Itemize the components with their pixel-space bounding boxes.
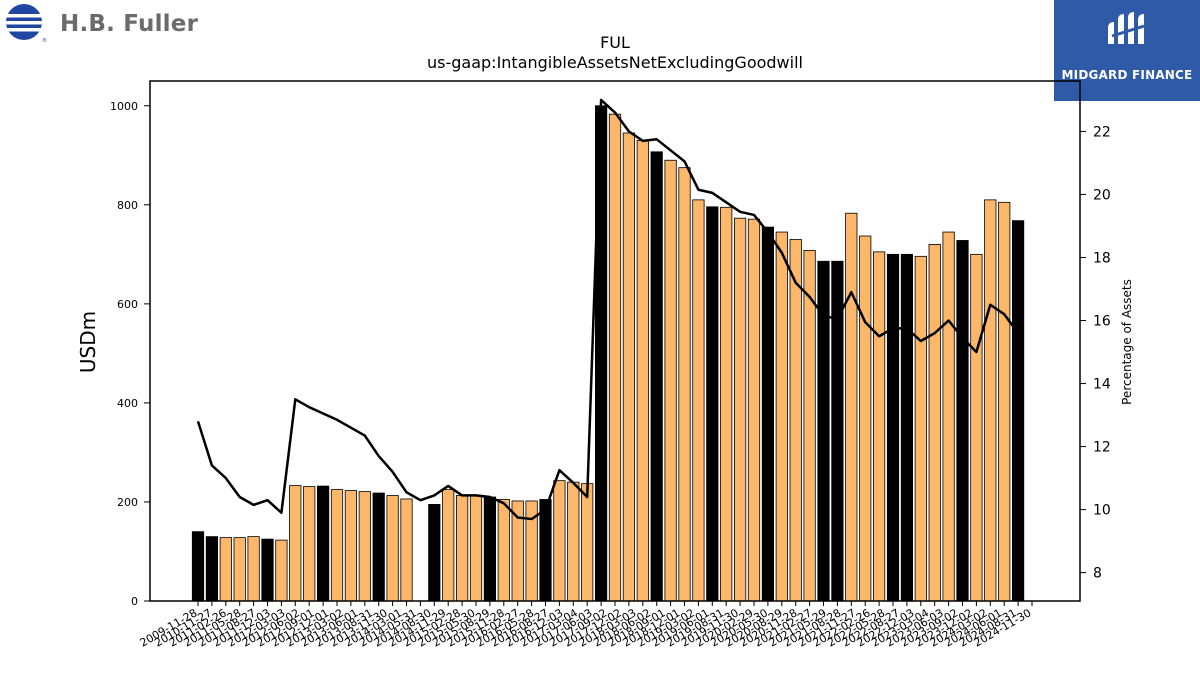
- y2-tick-label: 10: [1093, 503, 1111, 519]
- y2-axis-label: Percentage of Assets: [1120, 279, 1134, 405]
- bar: [608, 113, 622, 602]
- percentage-line: [196, 98, 1020, 521]
- bar: [372, 492, 385, 602]
- bar: [1012, 220, 1025, 602]
- y2-tick-label: 18: [1093, 250, 1111, 266]
- hb-fuller-logo: ® H.B. Fuller: [4, 4, 198, 44]
- bar: [886, 253, 900, 602]
- bar: [191, 531, 205, 602]
- bar: [942, 231, 955, 602]
- bar: [581, 483, 594, 602]
- y-tick-label: 1000: [110, 100, 138, 113]
- bar: [998, 201, 1011, 602]
- bar: [678, 167, 691, 602]
- y-axis-label: USDm: [76, 311, 100, 373]
- bar: [928, 244, 941, 602]
- bar: [984, 199, 997, 602]
- bar: [720, 206, 733, 602]
- bar: [205, 536, 218, 602]
- bar: [261, 538, 274, 602]
- bar: [734, 217, 747, 602]
- bar: [553, 480, 566, 602]
- bar: [455, 495, 469, 602]
- bar: [316, 485, 330, 602]
- bar: [358, 491, 371, 602]
- bar: [567, 481, 580, 602]
- y-tick-label: 0: [131, 595, 138, 608]
- y2-tick-label: 16: [1093, 314, 1111, 330]
- bar: [219, 537, 232, 602]
- bar: [303, 486, 316, 602]
- bar: [692, 199, 705, 602]
- bar: [469, 495, 483, 602]
- bar: [789, 239, 802, 602]
- svg-text:®: ®: [42, 37, 47, 44]
- bar: [344, 490, 358, 602]
- y-tick-label: 600: [117, 298, 138, 311]
- bar: [497, 499, 510, 602]
- y2-tick-label: 8: [1093, 566, 1102, 582]
- bar: [859, 235, 872, 602]
- chart-title: FUL: [600, 33, 630, 52]
- bar: [845, 212, 858, 602]
- bar: [873, 251, 886, 602]
- bar: [636, 140, 649, 602]
- bar: [400, 498, 413, 602]
- bar: [483, 496, 497, 602]
- y2-tick-label: 22: [1093, 124, 1111, 140]
- midgard-finance-logo: MIDGARD FINANCE: [1054, 0, 1200, 101]
- bar: [650, 151, 663, 602]
- bar: [900, 253, 914, 602]
- hb-fuller-brand-name: H.B. Fuller: [60, 11, 199, 37]
- midgard-finance-logo-icon: [1108, 12, 1145, 44]
- bar: [289, 485, 302, 602]
- bar: [970, 253, 983, 602]
- y2-tick-label: 14: [1093, 377, 1111, 393]
- bar: [706, 206, 719, 602]
- chart-subtitle: us-gaap:IntangibleAssetsNetExcludingGood…: [427, 53, 803, 72]
- bar: [775, 231, 788, 602]
- midgard-finance-brand-name: MIDGARD FINANCE: [1061, 68, 1193, 82]
- hb-fuller-logo-icon: ®: [4, 4, 47, 44]
- y-tick-label: 800: [117, 199, 138, 212]
- bar: [761, 226, 775, 602]
- bar: [275, 539, 288, 602]
- bar: [247, 536, 260, 602]
- bar: [664, 159, 677, 602]
- bar: [386, 495, 399, 602]
- bar: [330, 489, 344, 602]
- bar: [539, 499, 552, 602]
- y-tick-label: 200: [117, 496, 138, 509]
- y-tick-label: 400: [117, 397, 138, 410]
- bar: [442, 489, 455, 602]
- y2-tick-label: 20: [1093, 187, 1111, 203]
- bar: [956, 240, 969, 602]
- bar: [622, 132, 636, 602]
- bar: [428, 504, 441, 602]
- bar: [233, 537, 246, 602]
- bar: [747, 218, 761, 602]
- bar: [914, 255, 927, 602]
- y2-tick-label: 12: [1093, 440, 1111, 456]
